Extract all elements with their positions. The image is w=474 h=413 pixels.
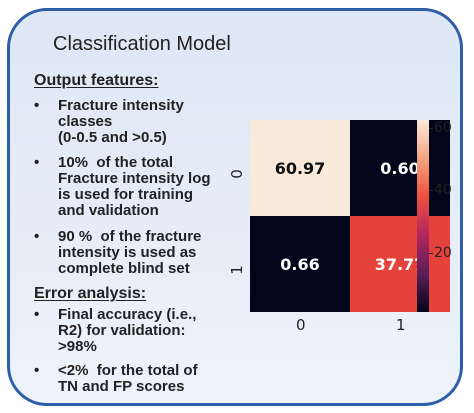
error-analysis-heading: Error analysis: (34, 285, 147, 302)
cell-value-label: 60.97 (274, 158, 326, 178)
bullet-icon: • (34, 97, 40, 114)
x-tick-label: 1 (396, 316, 406, 334)
output-feature-text: 90 % of the fracture intensity is used a… (58, 228, 202, 277)
cell-value-label: 0.60 (380, 158, 420, 178)
x-tick-label: 0 (296, 316, 306, 334)
heatmap-cell-1-0: 0.66 (250, 216, 350, 312)
colorbar-label: 40 (434, 182, 452, 198)
bullet-icon: • (34, 228, 40, 245)
y-tick-label: 0 (227, 169, 246, 179)
bullet-icon: • (34, 154, 40, 171)
cell-value-label: 0.66 (280, 254, 320, 274)
heatmap-cell-0-0: 60.97 (250, 120, 350, 216)
card-title: Classification Model (53, 33, 231, 55)
error-analysis-text: <2% for the total of TN and FP scores (58, 362, 198, 395)
bullet-icon: • (34, 306, 40, 323)
error-analysis-text: Final accuracy (i.e., R2) for validation… (58, 306, 197, 355)
output-features-heading: Output features: (34, 72, 159, 89)
colorbar-tick (429, 253, 433, 254)
colorbar (417, 120, 429, 312)
heatmap-cell-0-1: 0.60 (350, 120, 450, 216)
y-tick-label: 1 (227, 265, 246, 275)
colorbar-label: 60 (434, 120, 452, 136)
output-feature-text: Fracture intensity classes (0-0.5 and >0… (58, 97, 184, 146)
cell-value-label: 37.77 (374, 254, 426, 274)
colorbar-tick (429, 128, 433, 129)
heatmap-cell-1-1: 37.77 (350, 216, 450, 312)
colorbar-label: 20 (434, 245, 452, 261)
bullet-icon: • (34, 362, 40, 379)
output-feature-text: 10% of the total Fracture intensity log … (58, 154, 211, 219)
colorbar-tick (429, 190, 433, 191)
